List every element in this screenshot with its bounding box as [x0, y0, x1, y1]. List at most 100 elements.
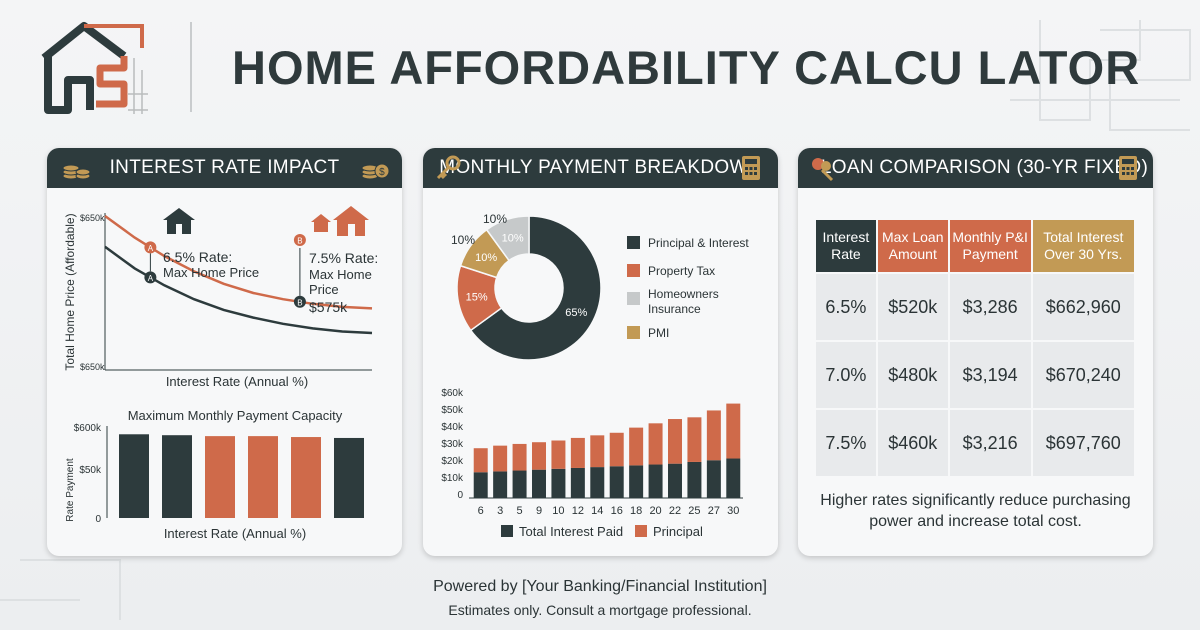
page-title: HOME AFFORDABILITY CALCU LATOR [232, 41, 1141, 94]
stacked-bar-segment [648, 464, 663, 498]
capacity-x-axis-label: Interest Rate (Annual %) [164, 526, 306, 541]
stacked-x-tick: 20 [649, 505, 661, 517]
table-cell: $460k [877, 410, 948, 476]
legend-label: Principal [653, 524, 703, 539]
stacked-x-tick: 18 [630, 505, 642, 517]
payment-breakdown-card-header: MONTHLY PAYMENT BREAKDOWN [423, 148, 778, 188]
calculator-icon [742, 156, 760, 180]
stacked-bar-segment [570, 437, 585, 468]
stacked-bar-segment [668, 463, 682, 498]
stacked-bar-segment [551, 440, 566, 469]
table-cell: 6.5% [816, 274, 876, 340]
point-marker-b [293, 295, 306, 308]
stacked-x-tick: 30 [727, 505, 739, 517]
stacked-x-tick: 12 [572, 505, 584, 517]
donut-slice [469, 215, 602, 361]
capacity-y-tick: $600k [74, 423, 102, 434]
point-marker-a [144, 271, 157, 284]
capacity-bar [248, 436, 278, 518]
key-icon [436, 155, 461, 180]
stacked-legend: Total Interest Paid Principal [501, 524, 703, 539]
stacked-x-tick: 10 [552, 505, 564, 517]
stacked-bar-segment [590, 467, 605, 498]
table-cell: $3,286 [949, 274, 1031, 340]
stacked-x-tick: 6 [478, 505, 484, 517]
loan-comparison-card-title: LOAN COMPARISON (30-YR FIXED) [820, 157, 1149, 178]
donut-outer-label: 10% [451, 233, 475, 247]
donut-slice-label: 10% [475, 252, 497, 264]
table-cell: $520k [877, 274, 948, 340]
stacked-bar-segment [473, 472, 488, 498]
donut-slice-label: 15% [466, 291, 488, 303]
line-y-axis-label: Total Home Price (Affordable) [63, 213, 77, 370]
stacked-y-tick: $30k [441, 439, 464, 450]
coins-icon [62, 164, 91, 180]
table-row: 7.5% $460k $3,216 $697,760 [816, 410, 1134, 476]
stacked-bar-segment [726, 403, 741, 459]
stacked-bar-segment [648, 423, 663, 465]
house-icon [333, 206, 369, 236]
legend-swatch [627, 264, 640, 277]
table-cell: $670,240 [1032, 342, 1134, 408]
stacked-x-tick: 5 [517, 505, 523, 517]
capacity-bar [162, 435, 192, 518]
stacked-bar-segment [532, 469, 546, 498]
stacked-bar-segment [687, 417, 702, 462]
stacked-y-tick: $60k [441, 388, 464, 399]
point-marker-a [144, 241, 157, 254]
legend-label: Principal & Interest [648, 236, 749, 250]
stacked-bar-segment [629, 465, 644, 498]
table-header-cell: Max Loan Amount [877, 220, 948, 272]
table-row: 7.0% $480k $3,194 $670,240 [816, 342, 1134, 408]
capacity-y-tick: $50k [79, 465, 102, 476]
legend-swatch [627, 326, 640, 339]
legend-swatch [635, 525, 647, 537]
loan-comparison-table: Interest Rate Max Loan Amount Monthly P&I … [814, 218, 1136, 478]
interest-rate-card-title: INTEREST RATE IMPACT [109, 157, 340, 178]
stacked-bar-segment [668, 419, 682, 464]
capacity-bar [291, 437, 321, 518]
house-icon [163, 208, 195, 234]
donut-outer-label: 10% [483, 212, 507, 226]
donut-slice [485, 215, 530, 262]
donut-slice-label: 10% [502, 233, 524, 245]
table-cell: $662,960 [1032, 274, 1134, 340]
calculator-icon [1119, 156, 1137, 180]
stacked-bar-segment [551, 468, 566, 498]
stacked-bar-segment [512, 470, 527, 498]
stacked-bar-segment [512, 443, 527, 471]
stacked-bar-segment [609, 432, 624, 467]
line-x-axis-label: Interest Rate (Annual %) [166, 374, 308, 389]
stacked-x-tick: 27 [708, 505, 720, 517]
coins-dollar-icon: $ [361, 163, 390, 180]
stacked-bar-segment [726, 458, 741, 498]
stacked-y-tick: $10k [441, 473, 464, 484]
stacked-x-tick: 16 [611, 505, 623, 517]
annotation-a: 6.5% Rate: Max Home Price [163, 249, 259, 280]
line-y-tick-bottom: $650k [80, 362, 105, 372]
payment-breakdown-card: MONTHLY PAYMENT BREAKDOWN 65% 15% 10% 10% 1… [423, 148, 778, 556]
table-header-cell: Monthly P&I Payment [949, 220, 1031, 272]
capacity-bar [119, 434, 149, 518]
stacked-bar-segment [532, 442, 546, 470]
table-cell: 7.0% [816, 342, 876, 408]
legend-label: Homeowners Insurance [648, 287, 719, 316]
payment-breakdown-card-title: MONTHLY PAYMENT BREAKDOWN [439, 157, 762, 178]
donut-slice-label: 65% [565, 307, 587, 319]
stacked-bar-segment [493, 445, 508, 472]
stacked-bar-segment [706, 460, 721, 498]
donut-legend: Principal & Interest Property Tax Homeow… [627, 236, 749, 340]
point-marker-label: A [148, 274, 154, 283]
interest-rate-card: INTEREST RATE IMPACT $ $650k $650k Total… [47, 148, 402, 556]
table-row: 6.5% $520k $3,286 $662,960 [816, 274, 1134, 340]
legend-swatch [627, 236, 640, 249]
line-y-tick-top: $650k [80, 213, 105, 223]
stacked-bar-segment [473, 448, 488, 473]
payment-breakdown-charts: 65%15%10%10% 10% 10% Principal & Interes… [441, 212, 749, 539]
stacked-y-tick: $20k [441, 456, 464, 467]
capacity-bar [205, 436, 235, 518]
legend-swatch [627, 292, 640, 305]
loan-comparison-card: LOAN COMPARISON (30-YR FIXED) Interest R… [798, 148, 1153, 556]
comparison-note: Higher rates significantly reduce purcha… [820, 492, 1131, 530]
point-marker-label: B [297, 298, 302, 307]
